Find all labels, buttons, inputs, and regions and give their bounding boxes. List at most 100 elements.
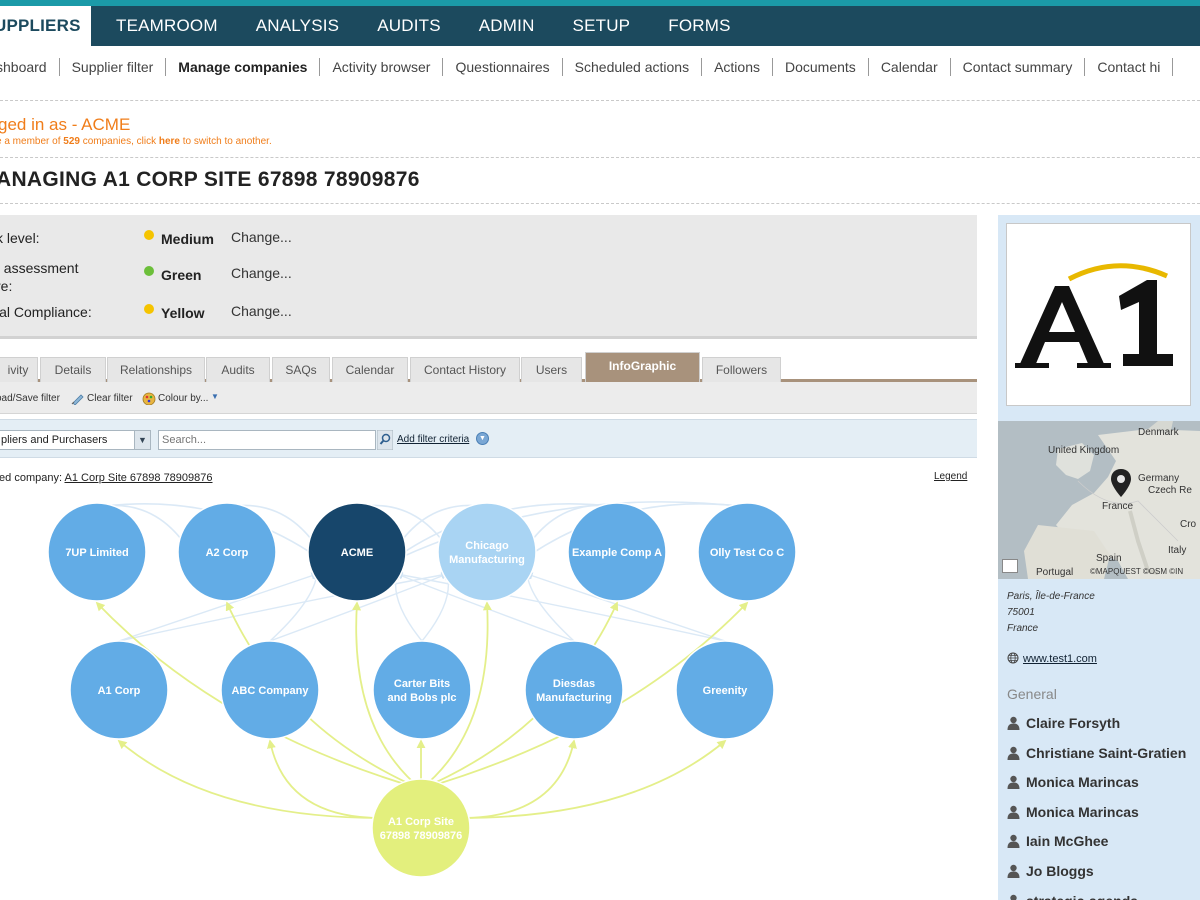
graph-node[interactable]: ACME [307,502,407,602]
change-link[interactable]: Change... [231,229,292,245]
map-label: Italy [1168,545,1187,556]
search-icon[interactable] [376,429,394,451]
relationship-select[interactable]: pliers and Purchasers ▼ [0,430,151,450]
top-nav-tab[interactable]: UPPLIERS [0,6,91,46]
relationship-edge [421,572,452,642]
contact-item[interactable]: Iain McGhee [1007,833,1108,849]
top-nav-tab[interactable]: ADMIN [478,16,535,35]
selected-company-link[interactable]: A1 Corp Site 67898 78909876 [64,472,213,484]
sub-nav-item[interactable]: Questionnaires [443,58,563,76]
relationship-edge [460,739,577,819]
person-icon [1007,834,1020,849]
tab-infographic[interactable]: InfoGraphic [585,352,700,382]
legend-link[interactable]: Legend [934,471,968,482]
tab-relationships[interactable]: Relationships [107,357,205,382]
contact-name: Jo Bloggs [1026,863,1094,879]
address-line: Paris, Île-de-France [1007,591,1095,602]
tab-users[interactable]: Users [521,357,582,382]
contact-name: Monica Marincas [1026,803,1139,820]
website-link[interactable]: www.test1.com [1023,653,1097,665]
sub-nav-item[interactable]: Contact summary [951,58,1086,76]
sub-nav-item[interactable]: Scheduled actions [563,58,703,76]
colour-by-dropdown[interactable]: Colour by... [158,393,209,404]
tab-saqs[interactable]: SAQs [272,357,330,382]
top-nav-tab[interactable]: AUDITS [377,16,441,35]
top-nav-tab[interactable]: SETUP [572,16,631,35]
graph-node[interactable]: A1 Corp [69,640,169,740]
status-label: f assessmentre: [0,260,79,294]
tab-ivity[interactable]: ivity [0,357,38,382]
clear-filter-button[interactable]: Clear filter [87,393,133,404]
tab-audits[interactable]: Audits [206,357,270,382]
top-nav-tab[interactable]: TEAMROOM [116,16,218,35]
sub-nav-item[interactable]: Contact hi [1085,58,1174,76]
graph-node-label: A2 Corp [206,547,249,559]
relationship-edge [118,571,449,642]
tab-calendar[interactable]: Calendar [332,357,408,382]
map-label: France [1102,501,1134,512]
switch-company-link[interactable]: here [158,136,180,147]
change-link[interactable]: Change... [231,265,292,281]
graph-node[interactable]: Chicago Manufacturing [437,502,537,602]
search-input[interactable] [158,430,376,450]
divider [0,203,1200,204]
sub-nav-item[interactable]: Supplier filter [60,58,167,76]
sub-nav-item[interactable]: Calendar [869,58,951,76]
company-tabs: ivity Details Relationships Audits SAQs Calen… [0,352,977,382]
contact-item[interactable]: Claire Forsyth [1007,715,1120,731]
divider [0,157,1200,158]
status-value: Green [161,267,202,283]
graph-center-node[interactable]: A1 Corp Site 67898 78909876 [371,778,471,878]
sub-nav: shboard Supplier filter Manage companies Ac… [0,58,1200,80]
tab-details[interactable]: Details [40,357,106,382]
sub-nav-item[interactable]: shboard [0,58,60,76]
map-fullscreen-icon[interactable] [1002,559,1018,573]
status-value: Yellow [161,305,205,321]
add-filter-criteria-link[interactable]: Add filter criteria [397,434,470,445]
map-label: Cro [1180,519,1197,530]
person-icon [1007,894,1020,900]
expand-icon[interactable]: ▼ [476,432,489,445]
sub-nav-item[interactable]: Manage companies [166,58,321,76]
map-label: Czech Re [1148,485,1192,496]
sub-nav-item[interactable]: Documents [773,58,869,76]
tab-contact-history[interactable]: Contact History [410,357,520,382]
relationship-edge [267,739,382,819]
graph-node-label: ABC Company [231,685,309,697]
dropdown-arrow-icon: ▼ [211,392,219,401]
status-value: Medium [161,231,214,247]
palette-icon [142,392,156,408]
contact-name: strategic-agenda [1026,893,1138,900]
graph-node[interactable]: Example Comp A [567,502,667,602]
filter-bar: pliers and Purchasers▼ Add filter criter… [0,419,977,458]
graph-node[interactable]: A2 Corp [177,502,277,602]
top-nav-tab[interactable]: ANALYSIS [255,16,340,35]
sub-nav-item[interactable]: Activity browser [320,58,444,76]
graph-node[interactable]: ABC Company [220,640,320,740]
location-map[interactable]: Denmark United Kingdom Germany Czech Re Fran… [998,421,1200,579]
contact-item[interactable]: Jo Bloggs [1007,863,1094,879]
graph-node[interactable]: Greenity [675,640,775,740]
change-link[interactable]: Change... [231,303,292,319]
divider [0,100,1200,101]
graph-node[interactable]: Olly Test Co C [697,502,797,602]
graph-node-label: A1 Corp Site 67898 78909876 [380,816,463,842]
contact-item[interactable]: Christiane Saint-Gratien [1007,745,1186,761]
contact-item[interactable]: strategic-agenda [1007,893,1138,900]
person-icon [1007,775,1020,790]
graph-node[interactable]: Diesdas Manufacturing [524,640,624,740]
relationship-edge [117,739,382,819]
tab-followers[interactable]: Followers [702,357,781,382]
graph-node[interactable]: 7UP Limited [47,502,147,602]
top-nav-tab[interactable]: FORMS [668,16,731,35]
contact-item[interactable]: Monica Marincas [1007,774,1139,790]
graph-node[interactable]: Carter Bits and Bobs plc [372,640,472,740]
status-indicator-icon [144,230,154,240]
contact-name: Claire Forsyth [1026,715,1121,731]
map-label: ©MAPQUEST ©OSM ©IN [1090,567,1184,576]
company-address: Paris, Île-de-France 75001 France [1007,589,1095,637]
load-save-filter-button[interactable]: oad/Save filter [0,393,60,404]
contact-item[interactable]: Monica Marincas [1007,804,1139,820]
sub-nav-item[interactable]: Actions [702,58,773,76]
top-bar [0,0,1200,46]
